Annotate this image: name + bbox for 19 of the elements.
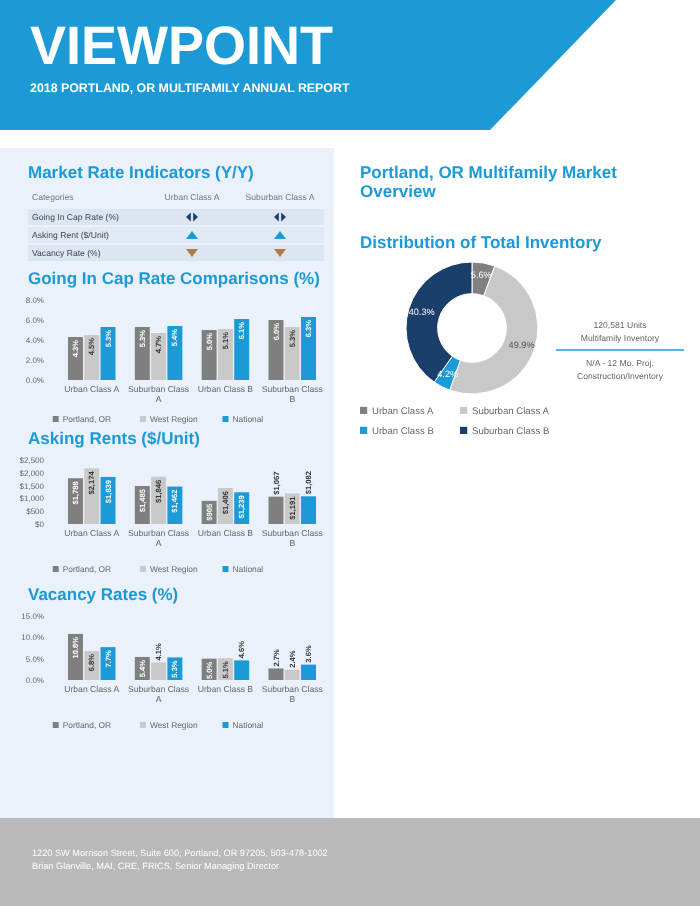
bar: [234, 319, 250, 380]
chart-title: Distribution of Total Inventory: [360, 232, 602, 252]
bar: [301, 317, 317, 380]
bar: [301, 664, 317, 680]
bar: [167, 326, 183, 380]
bar: [301, 496, 317, 524]
text: Portland, OR Multifamily Market Overview: [360, 162, 618, 201]
chart-title: Asking Rents ($/Unit): [28, 428, 201, 448]
text: Market Rate Indicators (Y/Y): [28, 162, 255, 182]
bar: [284, 669, 300, 680]
chart-title: Vacancy Rates (%): [28, 584, 179, 604]
text: VIEWPOINT: [30, 16, 335, 76]
bar: [151, 662, 167, 680]
bar: [268, 320, 284, 380]
bar: [217, 329, 233, 380]
chart-title: Going In Cap Rate Comparisons (%): [28, 268, 321, 288]
bar: [268, 668, 284, 680]
bar: [234, 660, 250, 680]
bar: [268, 496, 284, 524]
